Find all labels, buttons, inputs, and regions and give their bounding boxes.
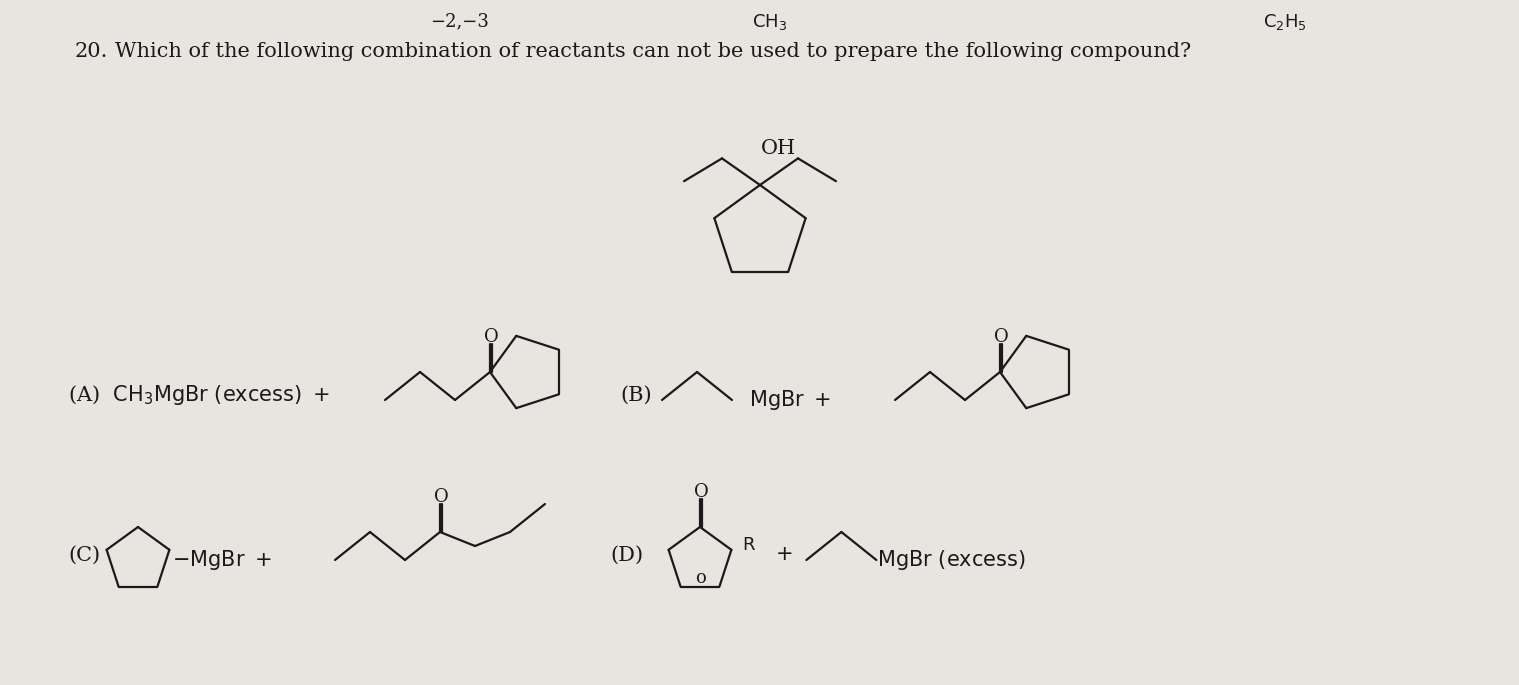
Text: Which of the following combination of reactants can not be used to prepare the f: Which of the following combination of re… — [115, 42, 1191, 61]
Text: $-\mathrm{MgBr}\ +$: $-\mathrm{MgBr}\ +$ — [172, 548, 272, 572]
Text: $\mathrm{MgBr}$: $\mathrm{MgBr}$ — [749, 388, 805, 412]
Text: $\mathrm{C_2H_5}$: $\mathrm{C_2H_5}$ — [1262, 12, 1306, 32]
Text: (D): (D) — [611, 545, 643, 564]
Text: O: O — [433, 488, 448, 506]
Text: (B): (B) — [620, 386, 652, 405]
Text: o: o — [694, 569, 705, 587]
Text: $\mathrm{R}$: $\mathrm{R}$ — [743, 536, 756, 553]
Text: O: O — [483, 328, 498, 346]
Text: O: O — [694, 483, 708, 501]
Text: −2,−3: −2,−3 — [430, 12, 489, 30]
Text: 20.: 20. — [74, 42, 108, 61]
Text: $+$: $+$ — [775, 545, 791, 564]
Text: OH: OH — [761, 138, 796, 158]
Text: $\mathrm{CH_3}$: $\mathrm{CH_3}$ — [752, 12, 788, 32]
Text: O: O — [993, 328, 1009, 346]
Text: (A)  $\mathrm{CH_3MgBr\ (excess)\ +}$: (A) $\mathrm{CH_3MgBr\ (excess)\ +}$ — [68, 383, 330, 407]
Text: (C): (C) — [68, 545, 100, 564]
Text: $\mathrm{MgBr\ (excess)}$: $\mathrm{MgBr\ (excess)}$ — [876, 548, 1025, 572]
Text: $+$: $+$ — [813, 390, 831, 410]
